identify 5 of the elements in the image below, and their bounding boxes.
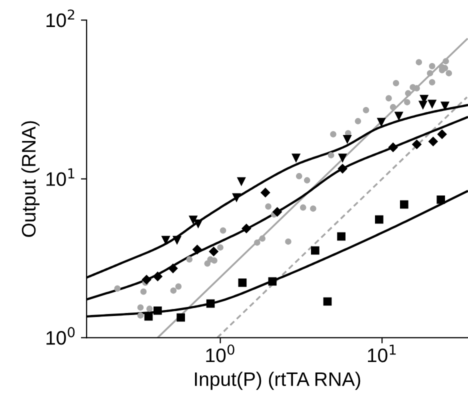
y-tick-label: 10$^{1}$ bbox=[46, 168, 74, 186]
y-axis-title: Output (RNA) bbox=[21, 121, 40, 237]
y-tick-label: 10$^{0}$ bbox=[46, 327, 75, 345]
x-axis-title: Input(P) (rtTA RNA) bbox=[194, 372, 360, 390]
y-tick-label: 10$^{2}$ bbox=[46, 9, 74, 28]
